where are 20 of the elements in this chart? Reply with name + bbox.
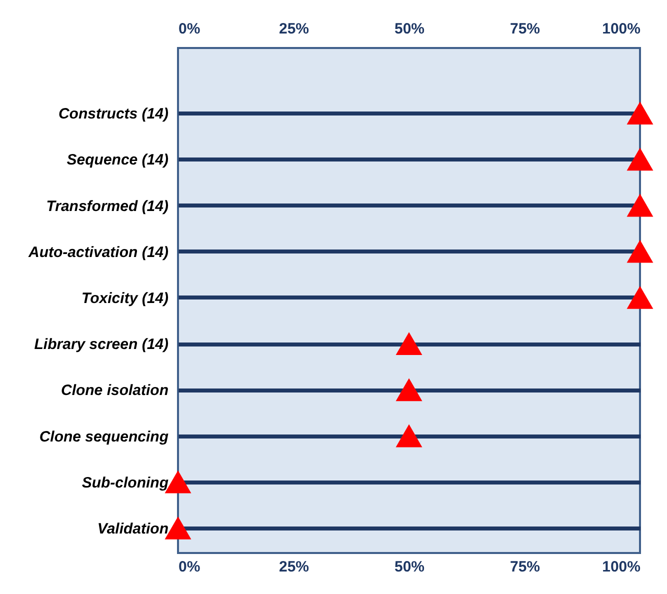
y-tick-label: Validation <box>97 520 168 538</box>
y-tick-label: Clone sequencing <box>39 428 168 446</box>
x-tick-label: 50% <box>394 558 425 576</box>
y-tick-label: Sub-cloning <box>82 474 168 492</box>
y-tick-label: Clone isolation <box>60 382 168 400</box>
x-tick-label: 75% <box>510 558 540 576</box>
y-tick-label: Library screen (14) <box>34 336 168 354</box>
x2-tick-label: 100% <box>602 20 640 38</box>
x2-tick-label: 50% <box>394 20 425 38</box>
x2-tick-label: 25% <box>278 20 310 38</box>
y-tick-label: Constructs (14) <box>58 106 168 123</box>
x-tick-label: 100% <box>602 558 640 576</box>
y-tick-label: Sequence (14) <box>66 152 168 169</box>
y-tick-label: Transformed (14) <box>46 198 168 215</box>
x-tick-label: 25% <box>278 558 310 576</box>
y-tick-label: Auto-activation (14) <box>27 244 168 261</box>
x2-tick-label: 0% <box>178 20 200 38</box>
y-tick-label: Toxicity (14) <box>82 290 169 307</box>
x-tick-label: 0% <box>178 558 200 576</box>
x2-tick-label: 75% <box>510 20 540 38</box>
